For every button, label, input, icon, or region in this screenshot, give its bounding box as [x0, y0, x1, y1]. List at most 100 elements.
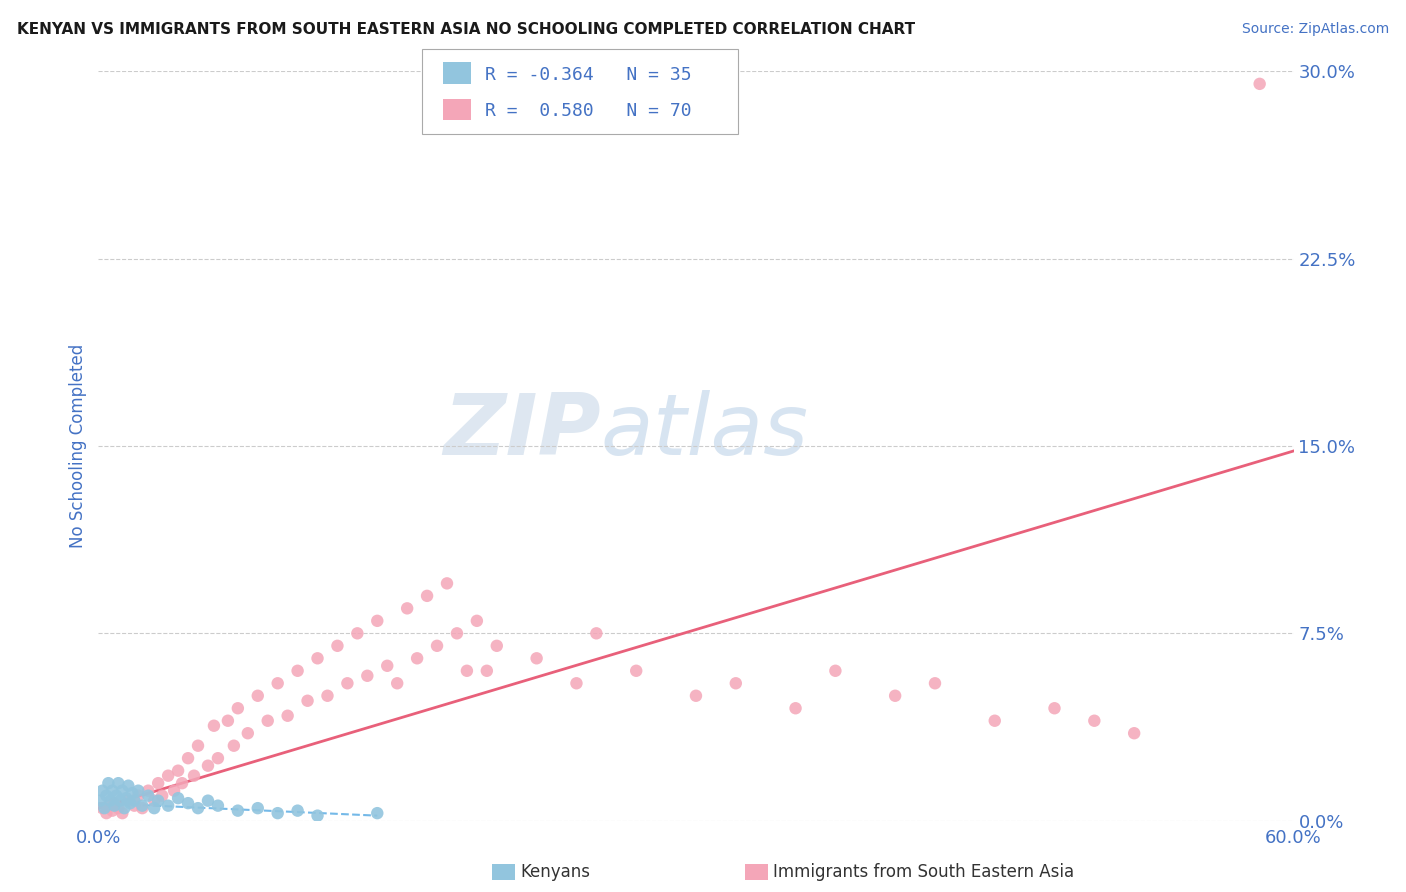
Point	[163, 783, 186, 797]
Point	[157, 769, 180, 783]
Point	[121, 786, 143, 800]
Point	[136, 783, 159, 797]
Point	[316, 689, 339, 703]
Point	[475, 664, 498, 678]
Point	[226, 701, 249, 715]
Point	[115, 791, 138, 805]
Point	[111, 783, 134, 797]
Y-axis label: No Schooling Completed: No Schooling Completed	[69, 344, 87, 548]
Point	[172, 776, 194, 790]
Text: atlas: atlas	[600, 390, 808, 473]
Point	[217, 714, 239, 728]
Point	[89, 794, 111, 808]
Point	[1123, 726, 1146, 740]
Point	[226, 804, 249, 818]
Point	[131, 798, 153, 813]
Point	[326, 639, 349, 653]
Point	[375, 658, 398, 673]
Point	[150, 789, 173, 803]
Point	[101, 783, 124, 797]
Point	[396, 601, 419, 615]
Point	[96, 806, 118, 821]
Point	[246, 689, 269, 703]
Point	[924, 676, 946, 690]
Point	[167, 791, 190, 805]
Point	[127, 783, 149, 797]
Point	[107, 801, 129, 815]
Point	[103, 796, 125, 810]
Point	[297, 694, 319, 708]
Point	[105, 789, 128, 803]
Text: KENYAN VS IMMIGRANTS FROM SOUTH EASTERN ASIA NO SCHOOLING COMPLETED CORRELATION : KENYAN VS IMMIGRANTS FROM SOUTH EASTERN …	[17, 22, 915, 37]
Point	[101, 804, 124, 818]
Text: R =  0.580   N = 70: R = 0.580 N = 70	[485, 103, 692, 120]
Point	[884, 689, 907, 703]
Point	[177, 751, 200, 765]
Point	[98, 794, 122, 808]
Point	[256, 714, 278, 728]
Point	[267, 806, 290, 821]
Point	[148, 776, 170, 790]
Point	[1249, 77, 1271, 91]
Point	[136, 789, 159, 803]
Point	[724, 676, 747, 690]
Point	[246, 801, 269, 815]
Point	[267, 676, 290, 690]
Point	[143, 794, 166, 808]
Point	[183, 769, 205, 783]
Point	[112, 801, 135, 815]
Point	[307, 808, 329, 822]
Point	[97, 776, 120, 790]
Point	[157, 798, 180, 813]
Point	[287, 804, 309, 818]
Point	[824, 664, 846, 678]
Point	[356, 669, 378, 683]
Point	[456, 664, 478, 678]
Point	[167, 764, 190, 778]
Point	[131, 801, 153, 815]
Point	[202, 719, 225, 733]
Point	[1083, 714, 1105, 728]
Point	[187, 801, 209, 815]
Point	[465, 614, 488, 628]
Point	[91, 801, 114, 815]
Point	[307, 651, 329, 665]
Point	[366, 614, 388, 628]
Point	[685, 689, 707, 703]
Point	[93, 801, 115, 815]
Text: ZIP: ZIP	[443, 390, 600, 473]
Text: Kenyans: Kenyans	[520, 863, 591, 881]
Point	[197, 758, 219, 772]
Point	[336, 676, 359, 690]
Point	[346, 626, 368, 640]
Point	[416, 589, 439, 603]
Point	[177, 796, 200, 810]
Point	[117, 779, 139, 793]
Point	[785, 701, 807, 715]
Point	[984, 714, 1007, 728]
Point	[565, 676, 588, 690]
Point	[124, 794, 146, 808]
Point	[148, 794, 170, 808]
Point	[526, 651, 548, 665]
Point	[406, 651, 429, 665]
Point	[143, 801, 166, 815]
Point	[585, 626, 607, 640]
Point	[96, 789, 118, 803]
Point	[446, 626, 468, 640]
Point	[197, 794, 219, 808]
Point	[277, 708, 299, 723]
Text: R = -0.364   N = 35: R = -0.364 N = 35	[485, 66, 692, 84]
Point	[120, 796, 142, 810]
Point	[287, 664, 309, 678]
Point	[426, 639, 449, 653]
Point	[124, 798, 146, 813]
Point	[97, 798, 120, 813]
Point	[366, 806, 388, 821]
Point	[117, 794, 139, 808]
Point	[127, 789, 149, 803]
Point	[222, 739, 245, 753]
Text: Immigrants from South Eastern Asia: Immigrants from South Eastern Asia	[773, 863, 1074, 881]
Point	[111, 806, 134, 821]
Point	[626, 664, 648, 678]
